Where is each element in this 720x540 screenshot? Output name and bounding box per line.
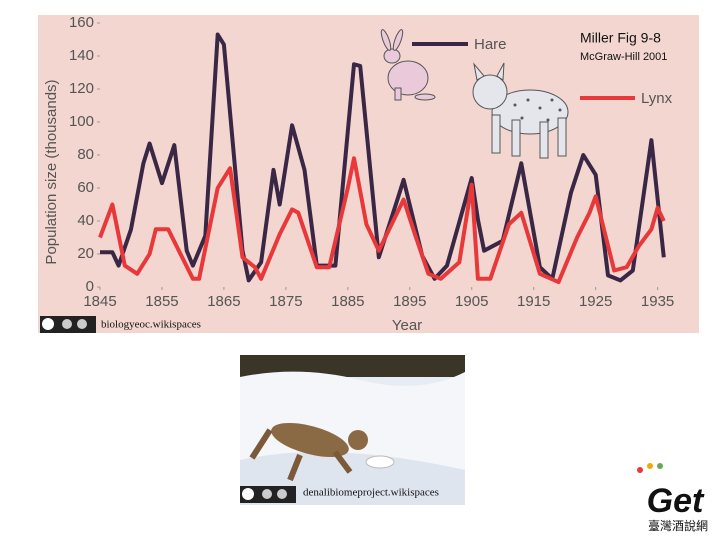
credit: denalibiomeproject.wikispaces <box>303 487 439 499</box>
logo-text: Get <box>647 482 705 520</box>
lynx-illustration <box>472 62 569 159</box>
y-tick-label: 0 <box>86 278 94 295</box>
x-tick-label: 1885 <box>331 293 364 310</box>
y-tick-label: 20 <box>77 245 94 262</box>
annotation: Miller Fig 9-8 <box>580 30 661 46</box>
x-tick-label: 1895 <box>393 293 426 310</box>
y-tick-label: 120 <box>69 80 94 97</box>
cc-badge <box>40 316 96 333</box>
series-line <box>98 156 666 285</box>
x-tick-label: 1905 <box>455 293 488 310</box>
y-tick-label: 80 <box>77 146 94 163</box>
x-tick-label: 1875 <box>269 293 302 310</box>
x-tick-label: 1845 <box>83 293 116 310</box>
credit: biologyeoc.wikispaces <box>101 319 201 331</box>
y-tick-label: 160 <box>69 14 94 31</box>
x-tick-label: 1915 <box>517 293 550 310</box>
annotation: McGraw-Hill 2001 <box>580 51 667 63</box>
x-tick-label: 1925 <box>579 293 612 310</box>
x-axis-label: Year <box>392 317 422 334</box>
photo <box>240 355 465 505</box>
series-line <box>100 32 666 283</box>
legend-label: Lynx <box>641 90 673 107</box>
chart-panel <box>38 15 699 333</box>
y-tick-label: 140 <box>69 47 94 64</box>
cc-badge <box>240 486 296 503</box>
y-tick-label: 100 <box>69 113 94 130</box>
logo-subtext: 臺灣酒說網 <box>648 518 708 533</box>
y-tick-label: 60 <box>77 179 94 196</box>
x-tick-label: 1855 <box>145 293 178 310</box>
logo: Get 臺灣酒說網 <box>637 463 708 533</box>
hare-illustration <box>380 29 436 101</box>
x-tick-label: 1865 <box>207 293 240 310</box>
y-tick-label: 40 <box>77 212 94 229</box>
legend-label: Hare <box>474 36 507 53</box>
y-axis-label: Population size (thousands) <box>43 79 60 264</box>
x-tick-label: 1935 <box>641 293 674 310</box>
